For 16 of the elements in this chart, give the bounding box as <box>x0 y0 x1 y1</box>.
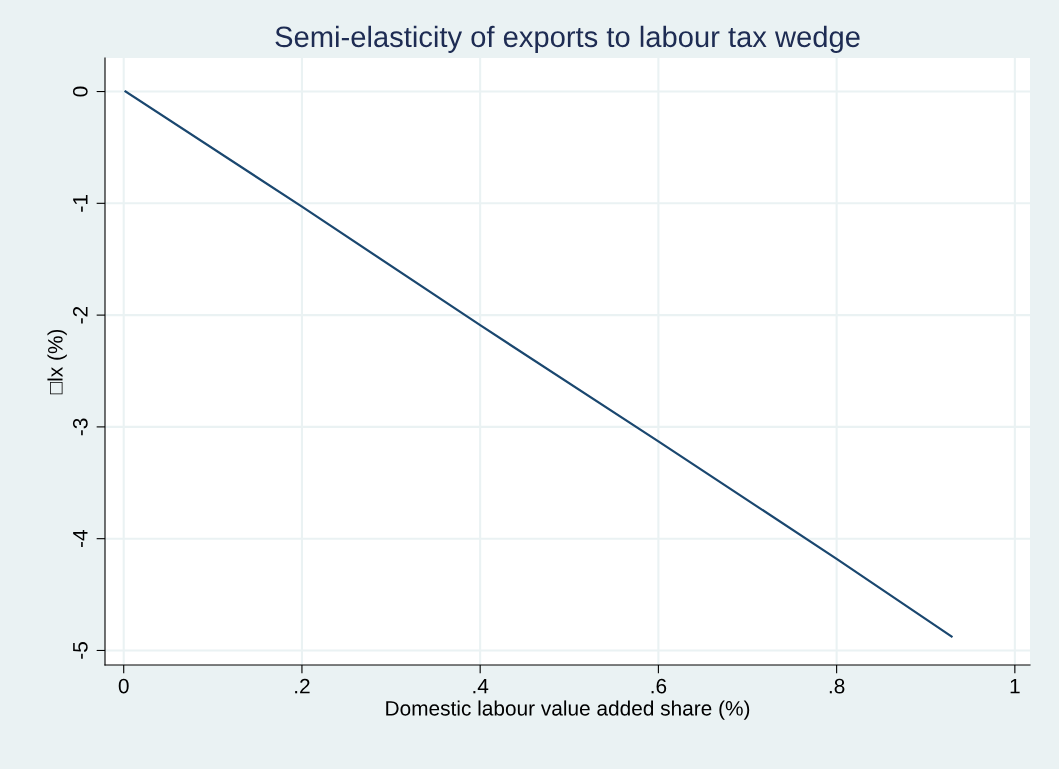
line-series <box>124 90 953 638</box>
y-tick-label: 0 <box>72 86 88 97</box>
x-tick-label: .6 <box>651 678 667 694</box>
x-tick-label: .4 <box>473 678 489 694</box>
y-tick-label: -1 <box>73 195 88 212</box>
x-tick-label: 1 <box>1010 678 1020 694</box>
y-tick-label: -2 <box>72 306 88 324</box>
x-tick-label: .2 <box>295 678 310 694</box>
x-tick-label: 0 <box>118 678 129 694</box>
x-axis-title: Domestic labour value added share (%) <box>386 700 750 720</box>
y-axis-title: □lx (%) <box>47 329 67 395</box>
y-tick-label: -5 <box>73 642 88 659</box>
x-tick-label: .8 <box>829 678 845 694</box>
y-tick-label: -3 <box>72 418 88 436</box>
chart-title: Semi-elasticity of exports to labour tax wedge <box>275 25 860 53</box>
y-tick-label: -4 <box>73 530 88 548</box>
